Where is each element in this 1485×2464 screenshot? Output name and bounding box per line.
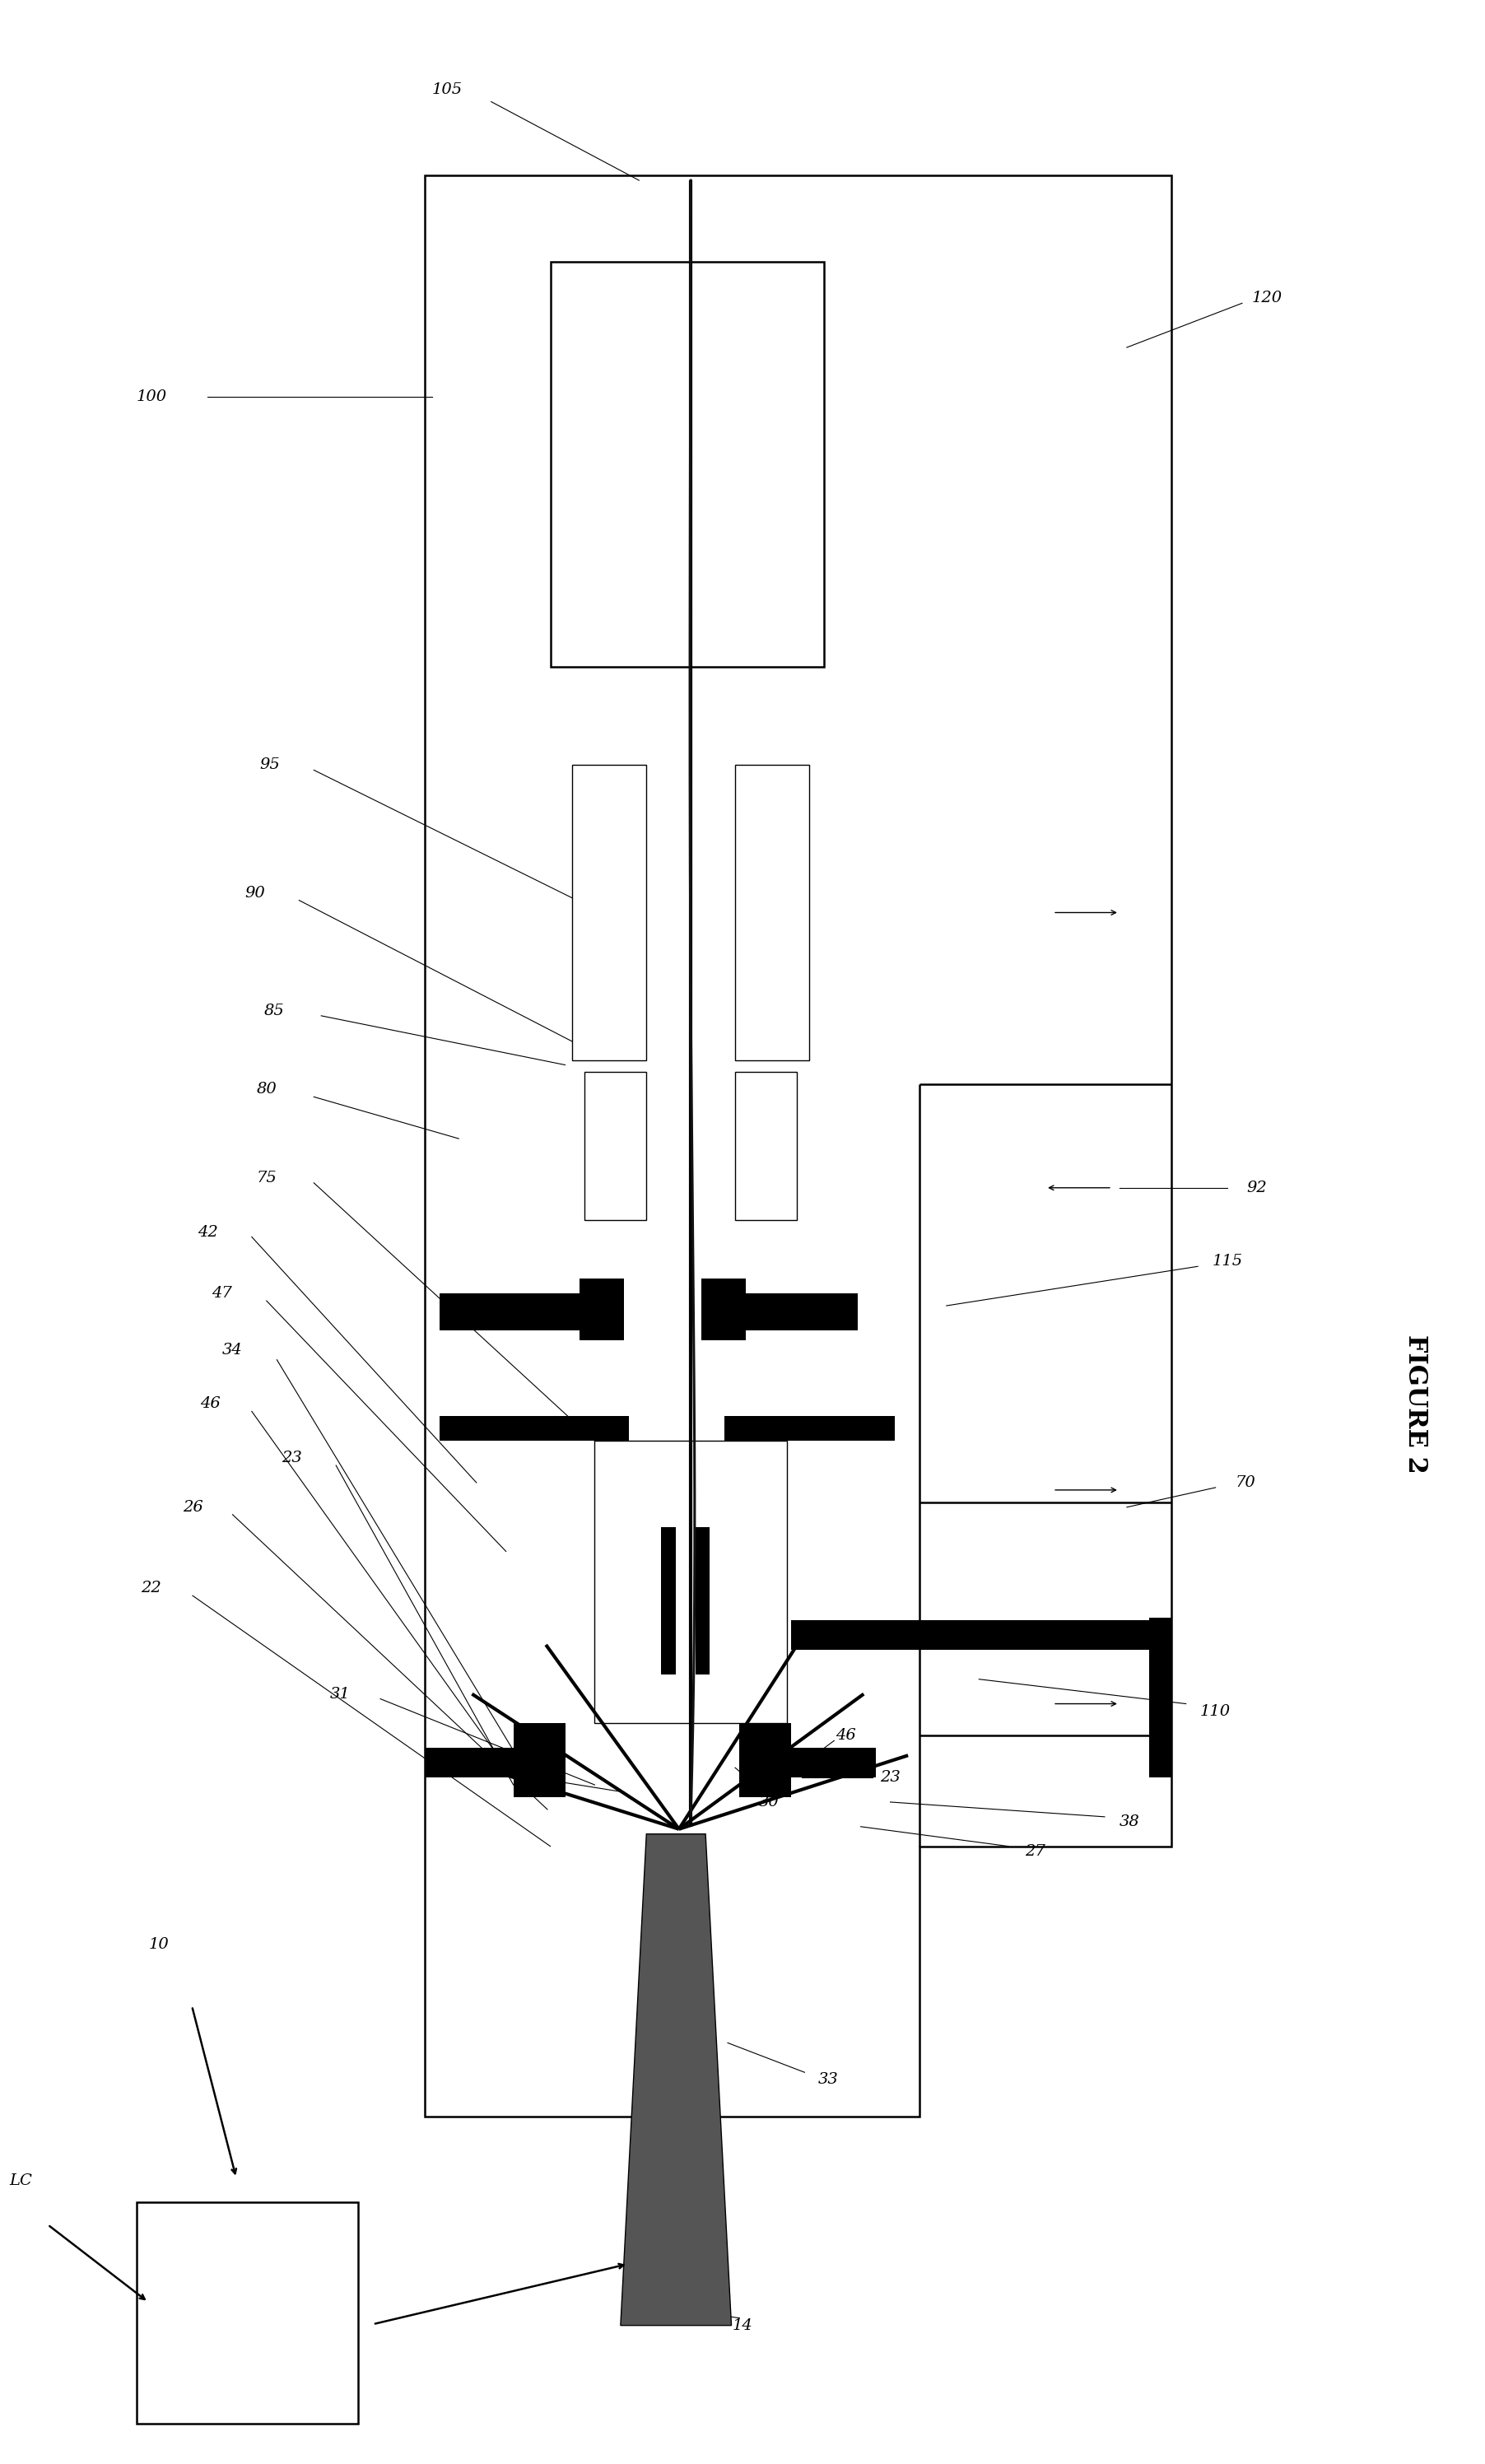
Bar bbox=[137, 2203, 358, 2425]
Bar bbox=[514, 1722, 566, 1796]
Text: 42: 42 bbox=[198, 1225, 218, 1239]
Bar bbox=[440, 1294, 613, 1331]
Bar bbox=[584, 1072, 646, 1220]
Text: LC: LC bbox=[10, 2173, 33, 2188]
Text: 46: 46 bbox=[836, 1727, 857, 1742]
Bar bbox=[573, 766, 646, 1060]
Text: 30: 30 bbox=[759, 1794, 780, 1809]
Bar bbox=[440, 1417, 628, 1441]
Bar bbox=[792, 1747, 876, 1777]
Text: 23: 23 bbox=[282, 1451, 301, 1466]
Bar bbox=[735, 1072, 797, 1220]
Text: 92: 92 bbox=[1247, 1180, 1267, 1195]
Text: 120: 120 bbox=[1252, 291, 1283, 306]
Text: 80: 80 bbox=[257, 1082, 276, 1096]
Text: 27: 27 bbox=[1025, 1843, 1045, 1858]
Polygon shape bbox=[621, 1833, 732, 2326]
Bar bbox=[701, 1279, 745, 1340]
Text: 22: 22 bbox=[141, 1582, 162, 1597]
Text: 31: 31 bbox=[330, 1685, 350, 1700]
Text: 23: 23 bbox=[881, 1769, 900, 1784]
Text: 85: 85 bbox=[264, 1003, 284, 1018]
Bar bbox=[725, 1294, 858, 1331]
Text: 47: 47 bbox=[212, 1286, 232, 1301]
Bar bbox=[661, 1528, 676, 1673]
Text: 75: 75 bbox=[257, 1170, 276, 1185]
Text: 95: 95 bbox=[260, 759, 279, 774]
Bar bbox=[551, 261, 824, 668]
Text: 32: 32 bbox=[481, 1764, 502, 1779]
Bar bbox=[594, 1441, 787, 1722]
Text: 70: 70 bbox=[1236, 1476, 1255, 1491]
Text: 34: 34 bbox=[223, 1343, 242, 1358]
Bar bbox=[725, 1417, 895, 1441]
Text: 10: 10 bbox=[148, 1937, 169, 1951]
Bar bbox=[581, 1279, 624, 1340]
Bar bbox=[792, 1621, 1172, 1651]
Text: 26: 26 bbox=[183, 1501, 203, 1515]
Text: 110: 110 bbox=[1200, 1703, 1231, 1717]
Bar bbox=[735, 766, 809, 1060]
Text: 105: 105 bbox=[432, 81, 462, 96]
Text: 33: 33 bbox=[818, 2072, 839, 2087]
Text: 100: 100 bbox=[137, 389, 166, 404]
Text: 14: 14 bbox=[732, 2319, 753, 2333]
Text: FIGURE 2: FIGURE 2 bbox=[1402, 1335, 1427, 1473]
Text: 115: 115 bbox=[1212, 1254, 1243, 1269]
Bar bbox=[740, 1722, 792, 1796]
Bar bbox=[1149, 1619, 1172, 1777]
Text: 46: 46 bbox=[200, 1397, 221, 1412]
Text: 38: 38 bbox=[1120, 1814, 1140, 1828]
Bar bbox=[425, 1747, 514, 1777]
Text: 90: 90 bbox=[245, 885, 264, 899]
Bar bbox=[695, 1528, 710, 1673]
